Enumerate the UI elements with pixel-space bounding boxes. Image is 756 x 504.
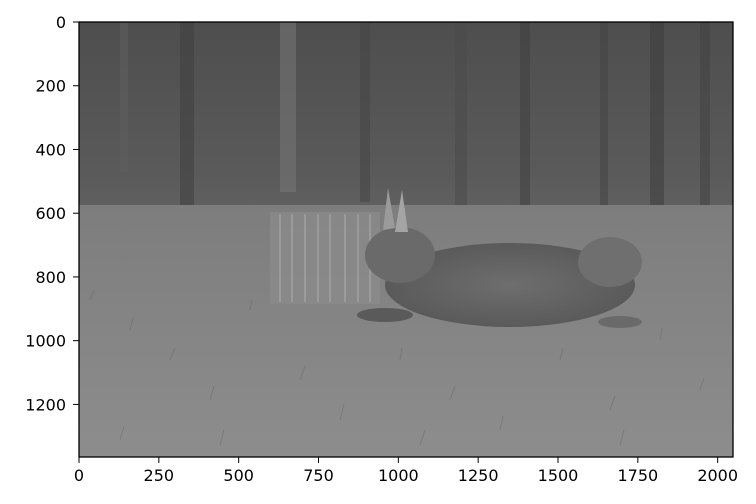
x-tick-label: 1750 bbox=[617, 466, 658, 485]
y-axis: 0 200 400 600 800 1000 1200 bbox=[25, 13, 79, 414]
x-tick-label: 1500 bbox=[538, 466, 579, 485]
x-tick-label: 750 bbox=[303, 466, 334, 485]
motion-artifact bbox=[270, 212, 380, 304]
y-tick-label: 1200 bbox=[25, 395, 66, 414]
x-axis: 0 250 500 750 1000 1250 1500 1750 2000 bbox=[74, 457, 738, 485]
running-hare bbox=[357, 188, 642, 328]
x-tick-label: 1000 bbox=[378, 466, 419, 485]
x-tick-label: 1250 bbox=[458, 466, 499, 485]
photo-image bbox=[79, 22, 733, 457]
x-tick-label: 0 bbox=[74, 466, 84, 485]
background-trees bbox=[120, 22, 710, 222]
y-tick-label: 400 bbox=[35, 140, 66, 159]
y-tick-label: 0 bbox=[56, 13, 66, 32]
x-tick-label: 2000 bbox=[697, 466, 738, 485]
grass-texture bbox=[89, 289, 705, 446]
axes-frame bbox=[78, 21, 734, 458]
y-tick-label: 200 bbox=[35, 77, 66, 96]
x-tick-label: 250 bbox=[144, 466, 175, 485]
x-tick-label: 500 bbox=[223, 466, 254, 485]
y-tick-label: 600 bbox=[35, 204, 66, 223]
y-tick-label: 1000 bbox=[25, 332, 66, 351]
y-tick-label: 800 bbox=[35, 268, 66, 287]
